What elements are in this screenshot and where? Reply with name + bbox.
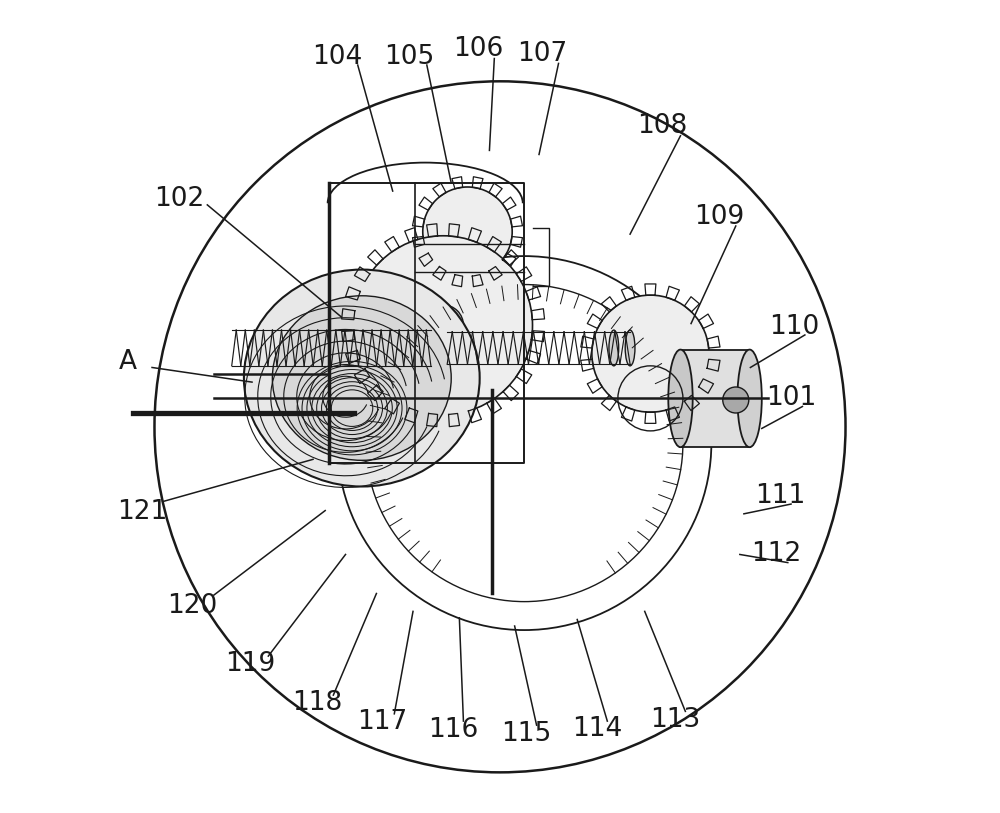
Text: 107: 107 — [517, 41, 567, 67]
Text: 115: 115 — [501, 721, 551, 747]
Text: 104: 104 — [312, 44, 363, 70]
Text: 102: 102 — [154, 186, 204, 212]
Ellipse shape — [625, 330, 635, 366]
Bar — [680, 350, 750, 447]
Text: 106: 106 — [453, 36, 503, 62]
Circle shape — [592, 295, 709, 412]
Text: 114: 114 — [572, 716, 623, 742]
Text: A: A — [119, 349, 137, 375]
Text: 112: 112 — [751, 541, 802, 567]
Text: 111: 111 — [755, 483, 806, 509]
Ellipse shape — [609, 330, 619, 366]
Text: 120: 120 — [168, 593, 218, 619]
Text: 116: 116 — [428, 717, 478, 743]
Circle shape — [423, 305, 463, 346]
Circle shape — [423, 187, 512, 276]
Ellipse shape — [668, 350, 693, 447]
Ellipse shape — [737, 350, 762, 447]
Text: 119: 119 — [225, 651, 276, 677]
Text: 117: 117 — [357, 709, 407, 735]
Circle shape — [723, 387, 749, 413]
Text: 110: 110 — [769, 314, 819, 340]
Text: 109: 109 — [694, 204, 745, 230]
Ellipse shape — [244, 270, 480, 486]
Text: 101: 101 — [766, 385, 816, 411]
Text: 105: 105 — [384, 44, 434, 70]
Circle shape — [354, 236, 533, 415]
Text: 118: 118 — [292, 690, 342, 716]
Text: 121: 121 — [117, 499, 167, 525]
Text: 113: 113 — [650, 706, 700, 733]
Text: 108: 108 — [637, 113, 688, 139]
Ellipse shape — [272, 296, 451, 460]
